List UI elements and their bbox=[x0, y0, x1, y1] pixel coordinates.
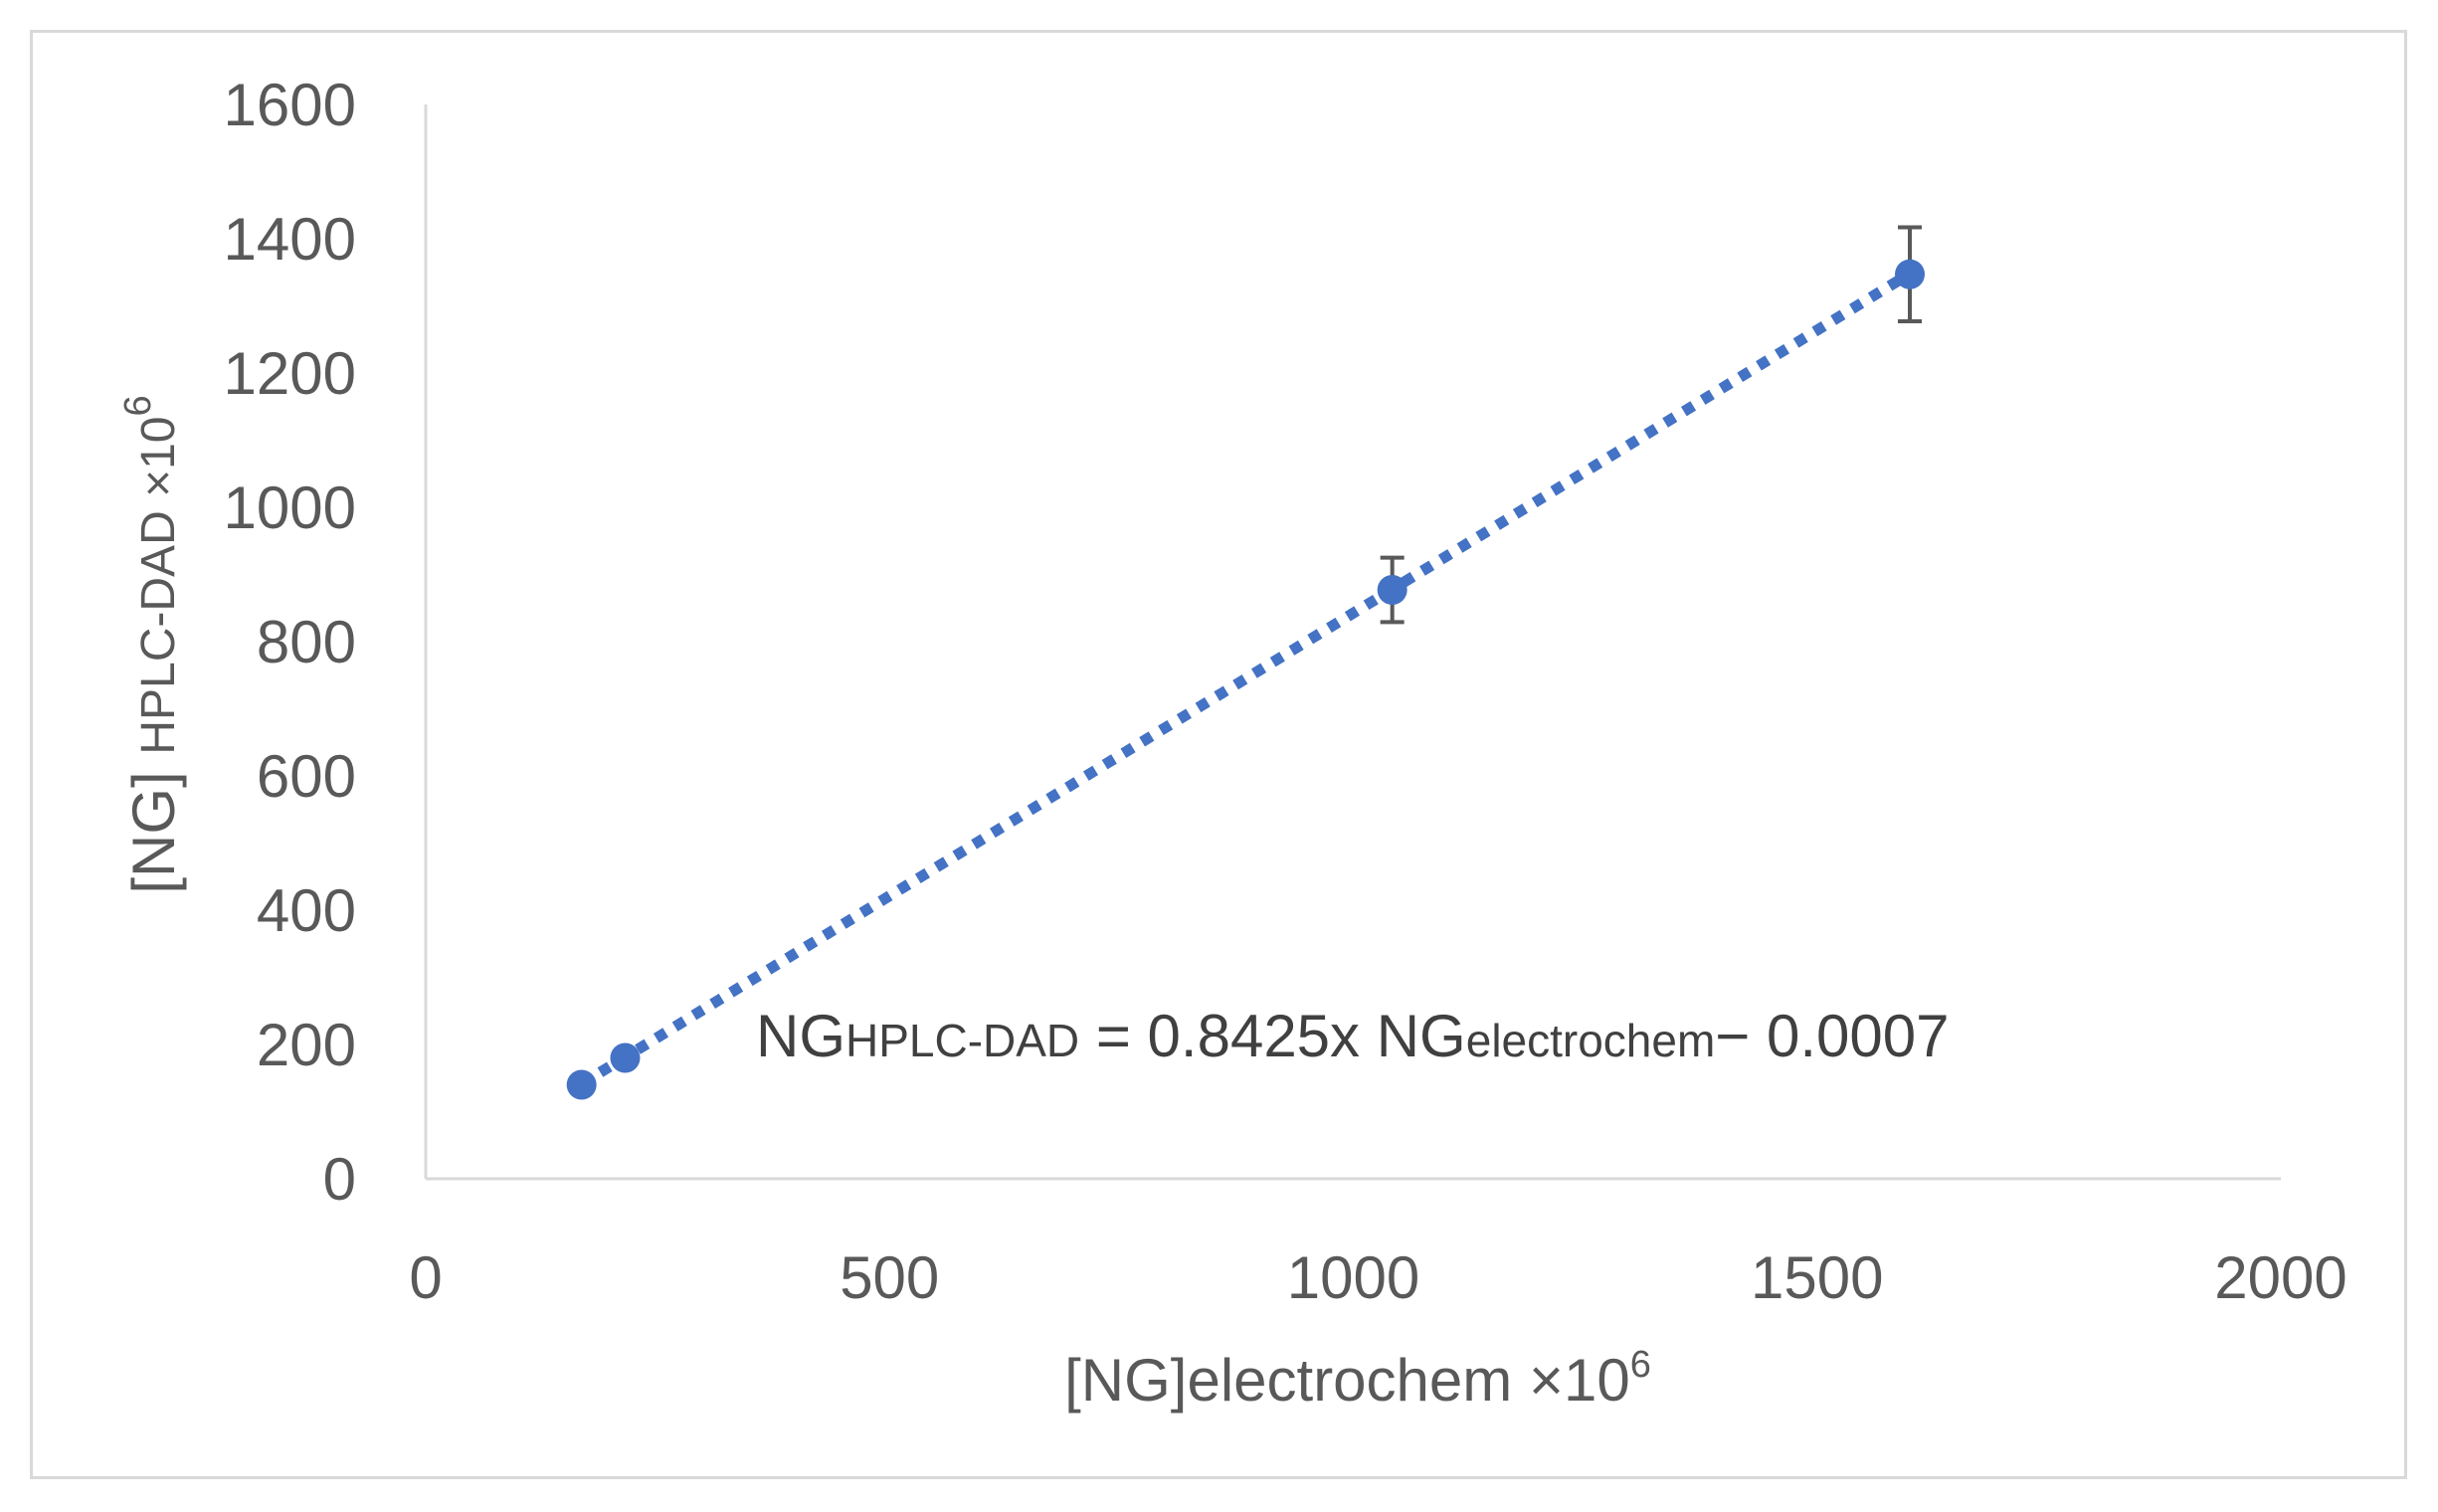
y-tick-label: 600 bbox=[257, 743, 356, 810]
equation-part: − 0.0007 bbox=[1715, 1003, 1949, 1069]
data-point bbox=[1895, 259, 1925, 289]
trendline bbox=[578, 269, 1913, 1089]
data-point bbox=[610, 1042, 641, 1073]
x-tick-label: 1000 bbox=[1287, 1244, 1419, 1311]
error-bars bbox=[1380, 225, 1922, 625]
x-tick-label: 2000 bbox=[2214, 1244, 2346, 1311]
equation-part: NG bbox=[756, 1003, 845, 1069]
x-axis-title-main: [NG]electrochem ×10 bbox=[1064, 1347, 1630, 1414]
x-tick-label: 500 bbox=[840, 1244, 939, 1311]
y-tick-label: 1200 bbox=[224, 340, 356, 407]
y-axis-title: [NG] HPLC-DAD ×106 bbox=[117, 395, 187, 893]
data-point bbox=[1377, 575, 1407, 606]
x-axis-title: [NG]electrochem ×106 bbox=[1064, 1344, 1651, 1414]
equation-subscript: electrochem bbox=[1466, 1015, 1716, 1066]
y-tick-label: 800 bbox=[257, 609, 356, 675]
trendline-equation: NGHPLC-DAD = 0.8425x NGelectrochem− 0.00… bbox=[756, 1003, 1950, 1069]
y-tick-label: 200 bbox=[257, 1012, 356, 1078]
x-tick-label: 1500 bbox=[1751, 1244, 1883, 1311]
y-tick-label: 0 bbox=[323, 1146, 356, 1213]
y-axis-title-sup: 6 bbox=[117, 395, 159, 416]
y-tick-label: 1000 bbox=[224, 474, 356, 541]
x-tick-labels: 0 500 1000 1500 2000 bbox=[409, 1244, 2346, 1311]
y-axis-title-main: [NG] bbox=[120, 755, 187, 894]
y-tick-labels: 0 200 400 600 800 1000 1200 1400 1600 bbox=[224, 72, 356, 1213]
y-axis-title-sub: HPLC-DAD ×10 bbox=[132, 417, 185, 755]
data-points bbox=[566, 259, 1925, 1100]
equation-part: = 0.8425x NG bbox=[1079, 1003, 1466, 1069]
x-tick-label: 0 bbox=[409, 1244, 442, 1311]
y-tick-label: 1400 bbox=[224, 206, 356, 273]
y-tick-label: 1600 bbox=[224, 72, 356, 138]
trendline-group bbox=[578, 269, 1913, 1089]
equation-subscript: HPLC-DAD bbox=[845, 1015, 1079, 1066]
axes bbox=[424, 104, 2281, 1181]
y-tick-label: 400 bbox=[257, 877, 356, 944]
x-axis-title-sup: 6 bbox=[1630, 1344, 1651, 1386]
data-point bbox=[566, 1069, 597, 1100]
